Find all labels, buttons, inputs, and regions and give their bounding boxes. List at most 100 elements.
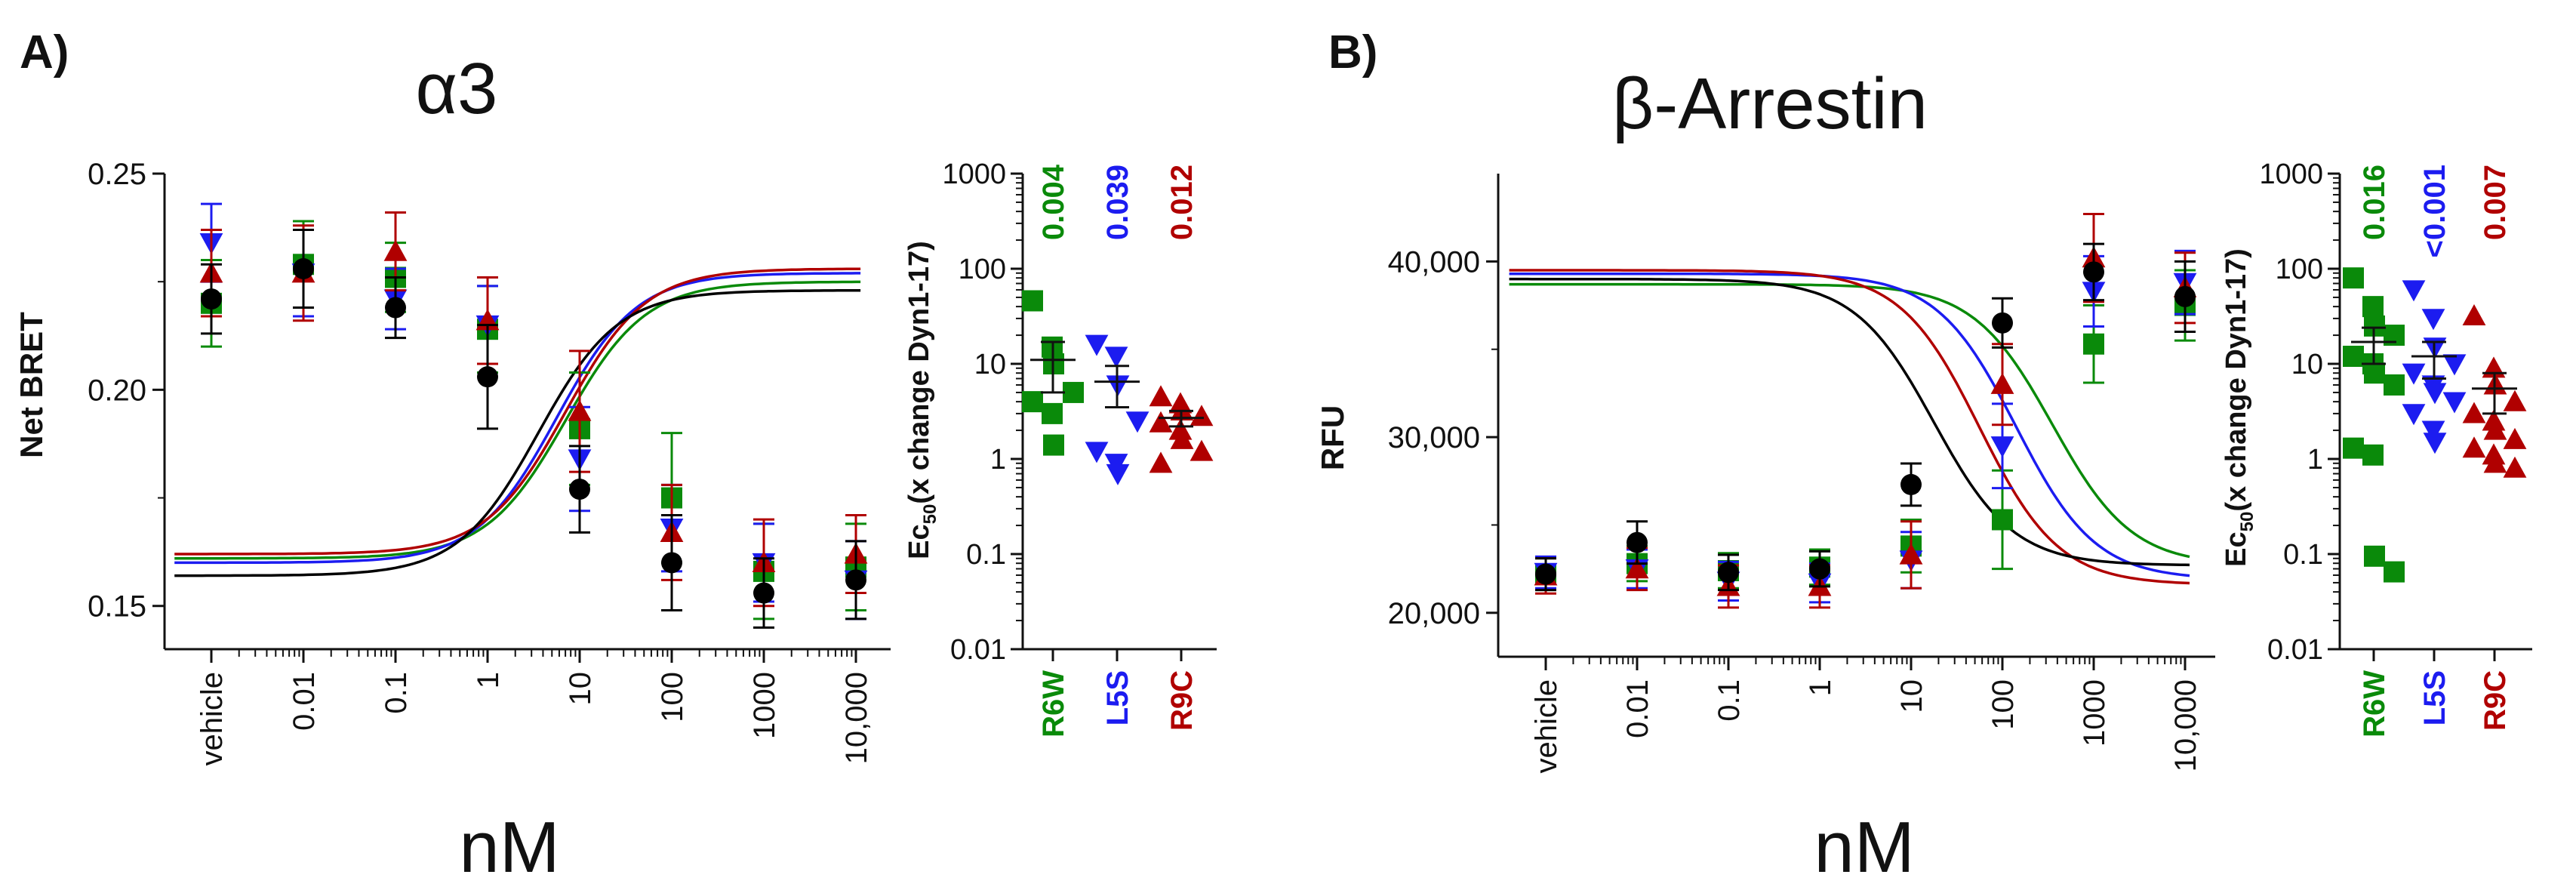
ec50-point-l5s (1125, 411, 1150, 433)
ec50-point-r9c (2503, 456, 2527, 478)
ec50-point-r6w (2384, 561, 2405, 583)
ec50-point-l5s (2402, 363, 2426, 385)
fit-curve-r6w (174, 280, 861, 560)
data-point-wt (1900, 473, 1922, 495)
ec50-point-l5s (2423, 383, 2447, 405)
y-tick-label: 0.1 (2283, 539, 2323, 571)
y-tick-label: 0.01 (2267, 634, 2323, 666)
p-value-r9c: 0.012 (1165, 165, 1199, 240)
ec50-point-r6w (2364, 545, 2385, 567)
ec50-point-r9c (2483, 451, 2507, 473)
ec50-point-l5s (2442, 392, 2467, 414)
group-label-l5s: L5S (2418, 670, 2451, 725)
group-label-r6w: R6W (2358, 670, 2391, 737)
y-tick-label: 0.15 (88, 590, 146, 624)
data-point-l5s (1990, 436, 2014, 458)
ec50-point-r6w (1042, 402, 1063, 424)
panel-b-ec50-ylabel: Ec50(x change Dyn1-17) (2221, 248, 2257, 567)
y-tick-label: 1000 (942, 159, 1006, 190)
x-tick-label: 1000 (2078, 679, 2111, 747)
ec50-point-l5s (1104, 346, 1128, 368)
y-tick-label: 0.1 (966, 539, 1006, 571)
ec50-point-l5s (1085, 334, 1109, 356)
x-tick-label: 0.01 (288, 672, 321, 731)
fit-curve-wt (174, 289, 861, 577)
ec50-point-r6w (2343, 437, 2364, 459)
ec50-point-r6w (2343, 267, 2364, 289)
ec50-point-l5s (2423, 433, 2447, 454)
data-point-r9c (1625, 557, 1649, 579)
data-point-wt (661, 552, 682, 574)
ec50-point-r9c (2503, 427, 2527, 449)
y-tick-label: 100 (2276, 254, 2323, 285)
data-point-wt (2174, 285, 2196, 307)
ec50-point-r9c (1190, 405, 1214, 426)
ec50-label-rest: (x change Dyn1-17) (903, 241, 935, 503)
ec50-point-r9c (1190, 439, 1214, 461)
x-tick-label: 10,000 (840, 672, 873, 764)
data-point-wt (1992, 312, 2013, 334)
fit-curve-r6w (1509, 282, 2190, 559)
y-tick-label: 0.01 (950, 634, 1006, 666)
x-tick-label: 0.1 (380, 672, 413, 714)
p-value-r6w: 0.016 (2358, 165, 2391, 240)
data-point-r6w (2083, 333, 2104, 355)
x-tick-label: 1 (1804, 679, 1837, 696)
ec50-point-r9c (2503, 390, 2527, 411)
y-tick-label: 30,000 (1388, 421, 1480, 454)
y-tick-label: 10 (974, 349, 1006, 380)
x-tick-label: vehicle (1530, 679, 1563, 774)
panel-b-dose-response-chart: 20,000 30,000 40,000 vehicle 0.01 0.1 1 10 100 10… (1388, 174, 2215, 774)
data-point-wt (753, 582, 774, 604)
data-point-r9c (568, 399, 592, 421)
ec50-label-main: Ec (903, 524, 935, 559)
y-tick-label: 40,000 (1388, 245, 1480, 279)
data-point-wt (201, 288, 222, 310)
ec50-point-r9c (2462, 436, 2486, 458)
fit-curve-wt (1509, 277, 2190, 567)
fit-curve-l5s (174, 272, 861, 565)
ec50-point-l5s (1106, 463, 1130, 485)
panel-a-title: α3 (416, 48, 498, 129)
ec50-point-r9c (1149, 411, 1173, 433)
panel-b-xlabel: nM (1814, 807, 1914, 888)
group-label-r6w: R6W (1037, 670, 1070, 737)
data-point-r6w (1992, 509, 2013, 531)
x-tick-label: 100 (1987, 679, 2020, 730)
panel-a-ec50-chart: 0.01 0.1 1 10 100 1000 0.004 R6W 0.039 L5S 0.012 R9… (942, 159, 1217, 737)
fit-curve-r9c (174, 267, 861, 556)
y-tick-label: 20,000 (1388, 597, 1480, 630)
panel-a-dose-response-chart: 0.15 0.20 0.25 vehicle 0.01 0.1 1 10 100 1000 10,0… (88, 158, 891, 766)
x-tick-label: 1000 (748, 672, 781, 739)
ec50-point-r9c (1170, 427, 1194, 449)
ec50-point-l5s (2402, 404, 2426, 426)
panel-a-xlabel: nM (459, 807, 559, 888)
ec50-point-l5s (2421, 309, 2445, 331)
x-tick-label: 10 (564, 672, 597, 706)
y-tick-label: 0.20 (88, 374, 146, 407)
ec50-label-main: Ec (2221, 531, 2252, 566)
data-point-wt (845, 569, 866, 591)
panel-b-ylabel: RFU (1315, 405, 1350, 470)
data-point-wt (477, 366, 498, 388)
ec50-point-l5s (1085, 442, 1109, 463)
x-tick-label: 0.1 (1713, 679, 1746, 722)
p-value-r9c: 0.007 (2479, 165, 2512, 240)
ec50-point-r9c (2462, 402, 2486, 423)
p-value-r6w: 0.004 (1037, 164, 1070, 240)
ec50-point-l5s (2442, 354, 2467, 376)
ec50-point-r9c (1168, 418, 1193, 440)
p-value-l5s: <0.001 (2418, 165, 2451, 257)
data-point-wt (2083, 261, 2104, 283)
y-tick-label: 1 (2307, 444, 2323, 476)
ec50-point-r9c (2462, 303, 2486, 325)
panel-b-title: β-Arrestin (1612, 63, 1928, 144)
data-point-wt (1718, 562, 1739, 584)
panel-a-ylabel: Net BRET (14, 312, 49, 458)
panel-b-letter: B) (1328, 26, 1377, 79)
ec50-point-r6w (1022, 391, 1043, 413)
group-label-r9c: R9C (2479, 670, 2512, 731)
data-point-r9c (1899, 543, 1923, 565)
y-tick-label: 0.25 (88, 158, 146, 191)
data-point-wt (385, 297, 406, 319)
